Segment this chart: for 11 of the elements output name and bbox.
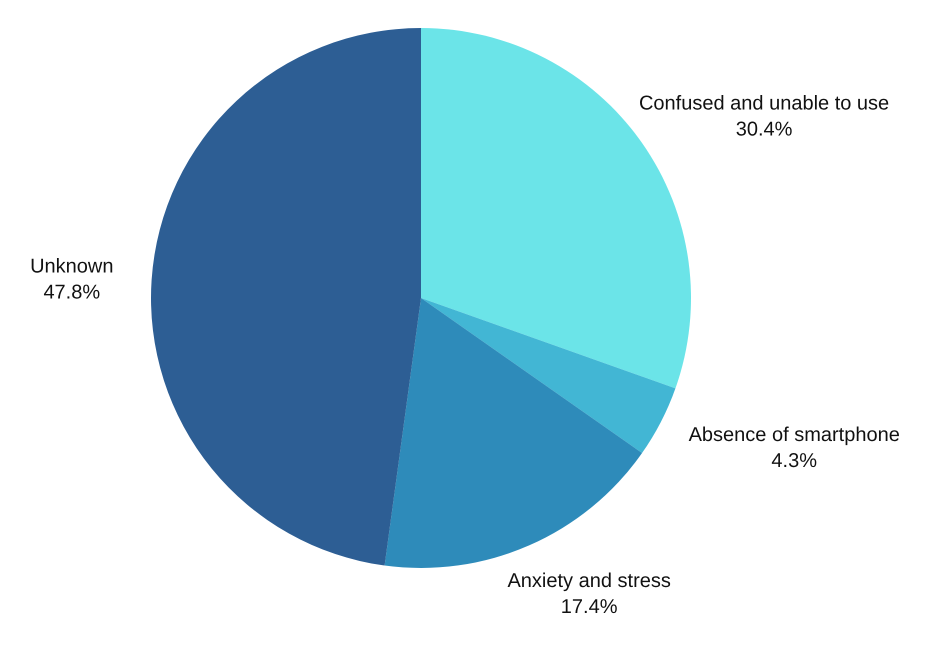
data-label: 30.4% (736, 118, 793, 140)
slice-label: Unknown (30, 255, 114, 278)
data-label: 47.8% (43, 281, 100, 304)
pie-slice (151, 28, 421, 566)
pie-slice (384, 298, 642, 568)
pie-slice (421, 298, 676, 454)
data-label: 4.3% (771, 450, 818, 472)
slice-label: Anxiety and stress (507, 570, 671, 592)
slice-label: Absence of smartphone (688, 424, 900, 446)
slice-label: Confused and unable to use (638, 92, 890, 114)
data-label: 17.4% (560, 596, 618, 618)
